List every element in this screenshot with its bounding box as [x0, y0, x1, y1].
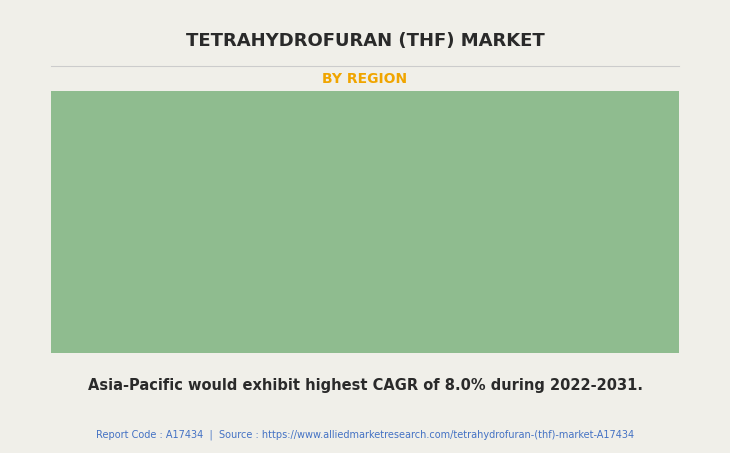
FancyBboxPatch shape — [51, 91, 679, 353]
Text: Report Code : A17434  |  Source : https://www.alliedmarketresearch.com/tetrahydr: Report Code : A17434 | Source : https://… — [96, 429, 634, 440]
Text: TETRAHYDROFURAN (THF) MARKET: TETRAHYDROFURAN (THF) MARKET — [185, 32, 545, 50]
Text: BY REGION: BY REGION — [323, 72, 407, 87]
Text: Asia-Pacific would exhibit highest CAGR of 8.0% during 2022-2031.: Asia-Pacific would exhibit highest CAGR … — [88, 377, 642, 393]
